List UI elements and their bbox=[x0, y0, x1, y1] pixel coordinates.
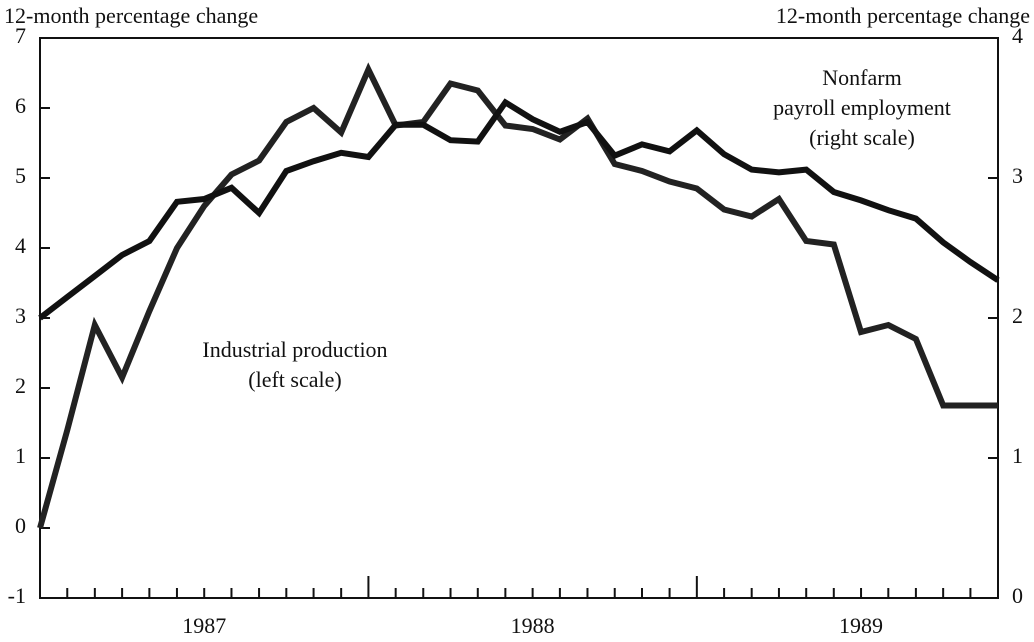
y-tick-label: -1 bbox=[8, 583, 26, 608]
y-tick-label: 3 bbox=[15, 303, 26, 328]
series-annotation: (right scale) bbox=[809, 125, 915, 150]
y-tick-label: 6 bbox=[15, 93, 26, 118]
series-line bbox=[37, 62, 998, 529]
y2-tick-label: 0 bbox=[1012, 583, 1023, 608]
series-annotation: payroll employment bbox=[773, 95, 951, 120]
y-tick-label: 7 bbox=[15, 23, 26, 48]
series-annotation: Industrial production bbox=[202, 337, 387, 362]
y-tick-label: 2 bbox=[15, 373, 26, 398]
y-tick-label: 1 bbox=[15, 443, 26, 468]
y2-tick-label: 1 bbox=[1012, 443, 1023, 468]
y2-tick-label: 4 bbox=[1012, 23, 1023, 48]
series-line bbox=[38, 98, 1000, 321]
y-tick-label: 0 bbox=[15, 513, 26, 538]
series-annotation: (left scale) bbox=[248, 367, 341, 392]
x-tick-label: 1987 bbox=[182, 613, 226, 638]
y-axis-label: 12-month percentage change bbox=[4, 3, 258, 28]
y-tick-label: 4 bbox=[15, 233, 26, 258]
series-annotation: Nonfarm bbox=[822, 65, 901, 90]
y2-axis-label: 12-month percentage change bbox=[776, 3, 1030, 28]
y2-tick-label: 2 bbox=[1012, 303, 1023, 328]
x-tick-label: 1988 bbox=[511, 613, 555, 638]
y2-tick-label: 3 bbox=[1012, 163, 1023, 188]
y-tick-label: 5 bbox=[15, 163, 26, 188]
x-tick-label: 1989 bbox=[839, 613, 883, 638]
